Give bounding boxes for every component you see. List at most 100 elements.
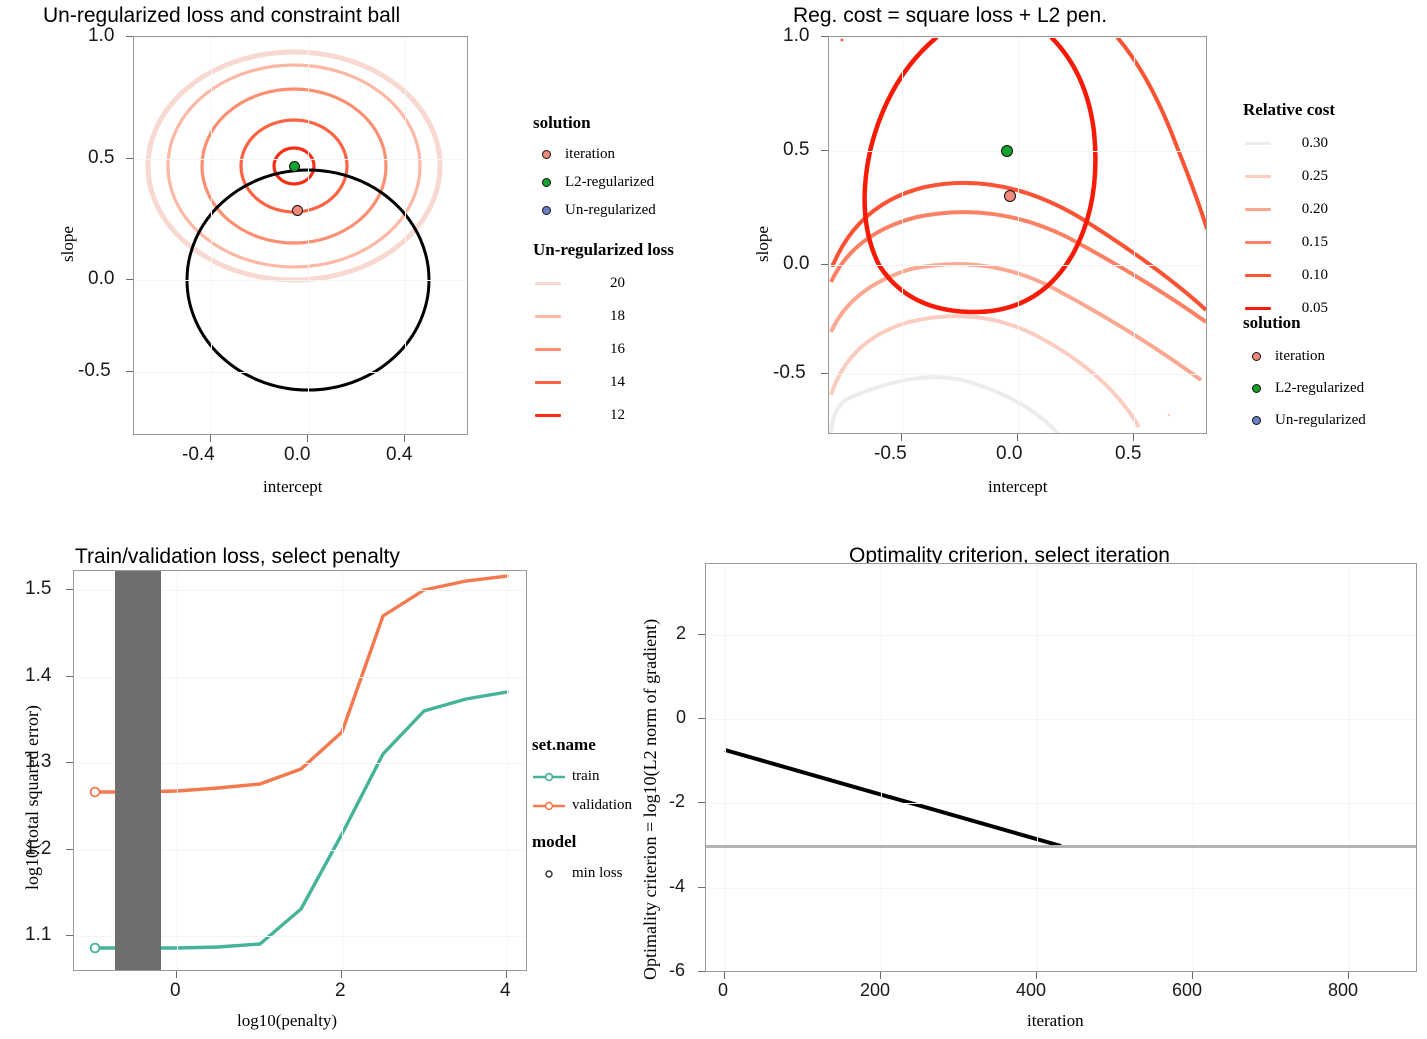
plot-area (73, 570, 527, 971)
legend-title: solution (1243, 313, 1301, 332)
y-tick-mark (126, 158, 133, 159)
line-key-icon (1243, 142, 1273, 145)
x-tick-mark (210, 435, 211, 442)
selected-penalty-band[interactable] (115, 571, 161, 970)
legend-item-label: min loss (572, 865, 623, 881)
legend-item-loss-12[interactable]: 12 (533, 399, 674, 432)
legend-item-un-regularized[interactable]: Un-regularized (533, 196, 656, 224)
legend-title: Relative cost (1243, 100, 1336, 119)
legend-item-label: 0.15 (1301, 234, 1328, 250)
legend-item-loss-18[interactable]: 18 (533, 300, 674, 333)
line-key-icon (1243, 241, 1273, 244)
x-tick-label: 200 (860, 980, 891, 1000)
x-tick-mark (1036, 972, 1037, 979)
gridline-horizontal (706, 803, 1416, 804)
gridline-vertical (1018, 37, 1019, 433)
line-point-key-icon (532, 800, 566, 812)
panel-title: Train/validation loss, select penalty (75, 545, 400, 568)
y-tick-label: 0.5 (88, 147, 115, 168)
x-tick-label: 0 (170, 980, 181, 1001)
gridline-horizontal (134, 372, 467, 373)
gridline-vertical (1349, 564, 1350, 971)
legend-item-label: 0.30 (1301, 135, 1328, 151)
point-l2-regularized[interactable] (289, 161, 300, 172)
panel-title: Optimality criterion, select iteration (849, 544, 1170, 567)
threshold-line (706, 845, 1416, 848)
legend-item-cost-030[interactable]: 0.30 (1243, 127, 1335, 160)
legend-item-cost-020[interactable]: 0.20 (1243, 193, 1335, 226)
legend-item-train[interactable]: train (532, 762, 632, 791)
gridline-horizontal (74, 590, 526, 591)
x-tick-mark (1348, 972, 1349, 979)
y-tick-mark (698, 887, 705, 888)
legend-item-cost-015[interactable]: 0.15 (1243, 226, 1335, 259)
point-iteration[interactable] (292, 205, 303, 216)
legend-item-label: L2-regularized (565, 173, 655, 190)
point-key-icon (533, 177, 559, 187)
legend-title: set.name (532, 735, 596, 754)
legend-item-label: validation (572, 797, 632, 813)
y-axis-label: Optimality criterion = log10(L2 norm of … (640, 618, 660, 980)
y-tick-label: 0.0 (88, 268, 115, 289)
legend-item-label: 14 (610, 374, 625, 390)
legend-item-loss-14[interactable]: 14 (533, 366, 674, 399)
y-axis-label: slope (58, 226, 77, 262)
y-tick-mark (698, 971, 705, 972)
gridline-horizontal (74, 763, 526, 764)
line-key-icon (1243, 274, 1273, 277)
legend-item-iteration[interactable]: iteration (1243, 340, 1366, 372)
x-tick-label: 0 (718, 980, 729, 1000)
x-tick-label: -0.4 (182, 444, 215, 465)
contour-fragment (840, 38, 844, 42)
legend-title: Un-regularized loss (533, 240, 674, 259)
x-tick-label: 400 (1016, 980, 1047, 1000)
line-key-icon (533, 315, 563, 318)
legend-item-cost-005[interactable]: 0.05 (1243, 292, 1335, 325)
line-key-icon (1243, 306, 1273, 311)
legend-item-loss-20[interactable]: 20 (533, 267, 674, 300)
y-tick-mark (126, 371, 133, 372)
gridline-vertical (725, 564, 726, 971)
line-key-icon (533, 381, 563, 384)
x-tick-mark (307, 435, 308, 442)
legend-set-name: set.name train validation model min loss (532, 735, 632, 888)
point-key-icon (1243, 351, 1269, 361)
legend-item-label: 0.05 (1301, 300, 1328, 316)
series-validation (93, 574, 509, 794)
legend-item-label: 0.25 (1301, 168, 1328, 184)
point-l2-regularized[interactable] (1001, 145, 1013, 157)
x-tick-mark (404, 435, 405, 442)
line-key-icon (533, 414, 563, 417)
legend-item-un-regularized[interactable]: Un-regularized (1243, 404, 1366, 436)
legend-item-l2-regularized[interactable]: L2-regularized (1243, 372, 1366, 404)
x-tick-mark (1017, 434, 1018, 441)
gridline-horizontal (706, 635, 1416, 636)
y-tick-label: 1.5 (25, 578, 52, 599)
x-tick-mark (880, 972, 881, 979)
legend-item-validation[interactable]: validation (532, 791, 632, 820)
legend-item-label: iteration (1275, 347, 1325, 364)
legend-item-label: L2-regularized (1275, 379, 1365, 396)
contour-0.05-inner (862, 37, 1098, 315)
legend-item-cost-025[interactable]: 0.25 (1243, 160, 1335, 193)
legend-item-cost-010[interactable]: 0.10 (1243, 259, 1335, 292)
legend-unregularized-loss: Un-regularized loss 20 18 16 14 12 (533, 240, 674, 432)
legend-item-l2-regularized[interactable]: L2-regularized (533, 168, 656, 196)
y-tick-mark (66, 849, 73, 850)
gridline-vertical (177, 571, 178, 970)
point-iteration[interactable] (1004, 190, 1016, 202)
x-tick-mark (724, 972, 725, 979)
legend-item-label: 0.20 (1301, 201, 1328, 217)
y-tick-label: -2 (669, 791, 686, 811)
gridline-vertical (1134, 37, 1135, 433)
x-tick-mark (506, 971, 507, 978)
gridline-vertical (405, 37, 406, 434)
legend-item-iteration[interactable]: iteration (533, 140, 656, 168)
legend-item-label: 20 (610, 275, 625, 291)
contour-18 (166, 63, 422, 269)
legend-relative-cost: Relative cost 0.30 0.25 0.20 0.15 0.10 0… (1243, 100, 1335, 325)
line-point-key-icon (532, 771, 566, 783)
contour-12 (272, 146, 316, 186)
legend-item-loss-16[interactable]: 16 (533, 333, 674, 366)
legend-item-min-loss[interactable]: min loss (532, 859, 632, 888)
